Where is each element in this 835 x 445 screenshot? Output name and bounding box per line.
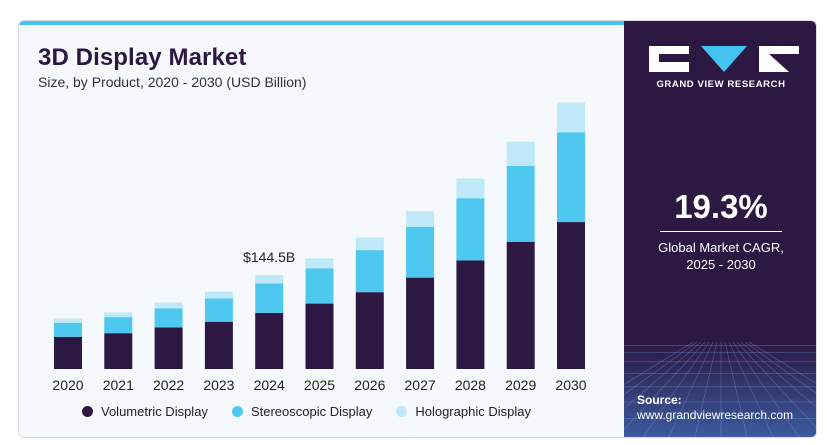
bar-stereoscopic-2022 xyxy=(154,308,183,328)
bar-stereoscopic-2020 xyxy=(54,322,82,337)
annotation-label-2024: $144.5B xyxy=(243,249,295,265)
bar-stereoscopic-2024 xyxy=(255,283,284,313)
bar-holographic-2020 xyxy=(54,318,82,323)
bar-holographic-2026 xyxy=(355,237,384,251)
brand-name: GRAND VIEW RESEARCH xyxy=(656,79,786,90)
bar-holographic-2027 xyxy=(406,211,435,227)
bar-holographic-2022 xyxy=(154,302,183,309)
bar-stereoscopic-2027 xyxy=(406,226,435,278)
x-tick-label-2029: 2029 xyxy=(505,377,536,393)
cagr-value: 19.3% xyxy=(674,188,768,225)
x-tick-label-2028: 2028 xyxy=(455,377,486,393)
bar-stereoscopic-2023 xyxy=(204,298,233,322)
bar-holographic-2030 xyxy=(557,102,585,133)
x-tick-label-2026: 2026 xyxy=(354,377,385,393)
bar-stereoscopic-2029 xyxy=(506,165,535,242)
legend-dot-stereoscopic xyxy=(231,406,243,417)
bar-volumetric-2022 xyxy=(154,327,183,369)
bar-holographic-2025 xyxy=(305,258,334,269)
x-tick-label-2027: 2027 xyxy=(405,377,436,393)
grand-view-research-logo xyxy=(649,46,799,72)
bar-stereoscopic-2025 xyxy=(305,268,334,304)
bar-volumetric-2027 xyxy=(406,277,435,369)
cagr-divider xyxy=(660,231,782,232)
bar-holographic-2029 xyxy=(506,141,535,166)
x-tick-label-2021: 2021 xyxy=(103,377,134,393)
source-url[interactable]: www.grandviewresearch.com xyxy=(637,408,794,422)
legend-item-stereoscopic: Stereoscopic Display xyxy=(231,404,373,419)
bar-stereoscopic-2021 xyxy=(104,317,133,334)
cagr-label-line2: 2025 - 2030 xyxy=(686,257,756,272)
infographic-card: 3D Display Market Size, by Product, 2020… xyxy=(18,20,817,438)
legend-label-volumetric: Volumetric Display xyxy=(101,404,208,419)
side-panel: GRAND VIEW RESEARCH 19.3% Global Market … xyxy=(624,21,816,437)
legend-dot-volumetric xyxy=(82,406,93,417)
x-tick-label-2023: 2023 xyxy=(203,377,234,393)
chart-title: 3D Display Market xyxy=(38,44,247,71)
source-label: Source: xyxy=(637,393,682,407)
bar-holographic-2021 xyxy=(104,312,133,318)
legend-label-holographic: Holographic Display xyxy=(415,404,531,419)
chart-legend: Volumetric Display Stereoscopic Display … xyxy=(82,404,555,419)
bar-volumetric-2030 xyxy=(557,222,585,369)
x-tick-label-2024: 2024 xyxy=(254,377,285,393)
x-tick-label-2025: 2025 xyxy=(304,377,335,393)
bar-holographic-2024 xyxy=(255,275,284,284)
bar-volumetric-2028 xyxy=(456,260,485,369)
legend-dot-holographic xyxy=(396,406,408,417)
bar-stereoscopic-2028 xyxy=(456,198,485,261)
legend-label-stereoscopic: Stereoscopic Display xyxy=(250,404,373,419)
legend-item-holographic: Holographic Display xyxy=(396,404,531,419)
x-tick-label-2020: 2020 xyxy=(52,377,83,393)
legend-item-volumetric: Volumetric Display xyxy=(82,404,208,419)
bar-holographic-2028 xyxy=(456,178,485,199)
bar-volumetric-2026 xyxy=(355,292,384,369)
cagr-label: Global Market CAGR, 2025 - 2030 xyxy=(624,239,816,273)
bar-volumetric-2024 xyxy=(255,312,284,369)
bar-chart: 2020 2021 2022 2023 2024 $144.5B 2025 2026 2027 2… xyxy=(52,102,587,393)
bar-volumetric-2025 xyxy=(305,303,334,369)
bar-volumetric-2021 xyxy=(104,333,133,369)
bar-volumetric-2023 xyxy=(204,321,233,369)
accent-strip xyxy=(19,21,624,25)
x-tick-label-2022: 2022 xyxy=(153,377,184,393)
bar-stereoscopic-2026 xyxy=(355,250,384,293)
bar-volumetric-2020 xyxy=(54,336,82,369)
bar-stereoscopic-2030 xyxy=(557,132,585,223)
chart-panel: 3D Display Market Size, by Product, 2020… xyxy=(19,21,624,437)
cagr-label-line1: Global Market CAGR, xyxy=(658,240,784,255)
bar-holographic-2023 xyxy=(204,291,233,299)
grid-floor-graphic xyxy=(624,342,816,437)
bar-volumetric-2029 xyxy=(506,241,535,369)
chart-subtitle: Size, by Product, 2020 - 2030 (USD Billi… xyxy=(38,74,307,90)
x-tick-label-2030: 2030 xyxy=(555,377,586,393)
